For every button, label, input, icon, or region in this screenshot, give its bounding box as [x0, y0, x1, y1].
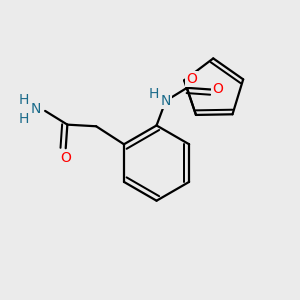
Text: O: O	[60, 151, 71, 165]
Text: H: H	[19, 93, 29, 107]
Text: H: H	[19, 112, 29, 126]
Text: O: O	[186, 72, 197, 86]
Text: N: N	[160, 94, 171, 108]
Text: N: N	[31, 102, 41, 116]
Text: H: H	[149, 87, 159, 101]
Text: O: O	[212, 82, 223, 97]
